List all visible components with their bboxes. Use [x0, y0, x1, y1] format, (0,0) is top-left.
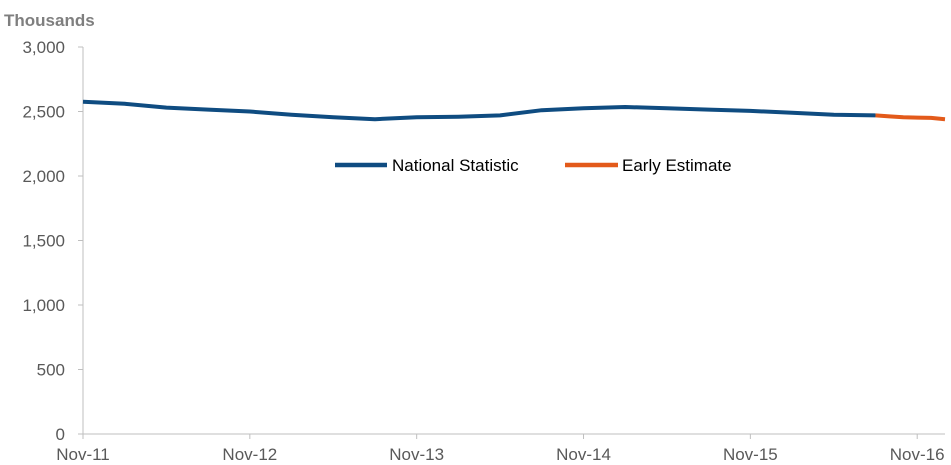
series-line-early-estimate [875, 113, 946, 122]
series-line-national-statistic [82, 99, 876, 122]
y-tick-label: 3,000 [22, 38, 65, 57]
unit-label: Thousands [4, 11, 95, 30]
x-tick-label: Nov-15 [723, 445, 778, 464]
y-tick-label: 1,000 [22, 296, 65, 315]
x-tick-label: Nov-14 [556, 445, 611, 464]
y-tick-label: 0 [56, 425, 65, 444]
legend-label-national-statistic: National Statistic [392, 156, 519, 175]
legend: National Statistic Early Estimate [335, 156, 732, 175]
x-tick-label: Nov-11 [56, 445, 110, 464]
y-tick-label: 500 [37, 361, 65, 380]
y-tick-label: 2,500 [22, 103, 65, 122]
y-tick-label: 2,000 [22, 167, 65, 186]
x-tick-label: Nov-16 [890, 445, 945, 464]
axes: 0 500 1,000 1,500 2,000 2,500 3,000 Nov-11 Nov-1… [22, 38, 945, 464]
x-tick-label: Nov-12 [222, 445, 277, 464]
x-tick-label: Nov-13 [389, 445, 444, 464]
series-layer [82, 99, 946, 122]
legend-label-early-estimate: Early Estimate [622, 156, 732, 175]
y-tick-label: 1,500 [22, 232, 65, 251]
